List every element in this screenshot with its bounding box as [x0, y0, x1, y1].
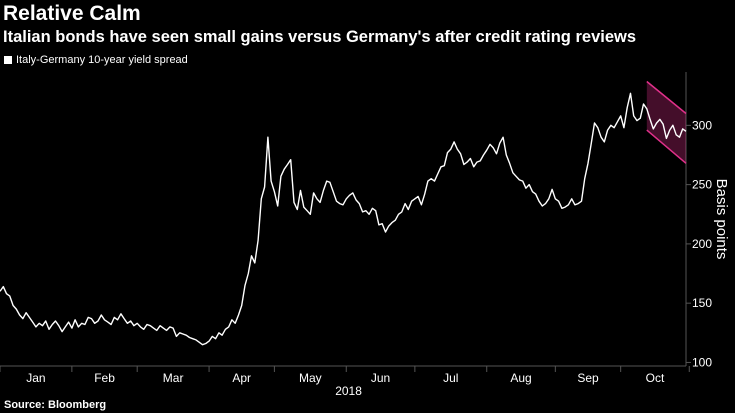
y-tick-label: 250 [692, 178, 712, 192]
trend-channel [646, 80, 687, 164]
x-tick-label: Mar [163, 371, 184, 385]
y-axis-title: Basis points [713, 179, 730, 260]
series-group [0, 92, 687, 346]
y-tick-label: 200 [692, 237, 712, 251]
x-tick-label: Feb [94, 371, 115, 385]
y-tick-label: 100 [692, 355, 712, 369]
legend-label: Italy-Germany 10-year yield spread [16, 54, 188, 66]
legend-swatch [4, 56, 12, 64]
tick-labels: 100 150 200 250 300 Jan Feb Mar Apr May Jun Jul Aug S… [26, 118, 730, 398]
x-tick-label: Jan [26, 371, 45, 385]
channel-upper-line [646, 80, 687, 115]
x-tick-label: Apr [232, 371, 251, 385]
chart-axes [0, 72, 691, 372]
y-tick-label: 150 [692, 296, 712, 310]
source-note: Source: Bloomberg [4, 399, 107, 411]
x-tick-label: Sep [577, 371, 599, 385]
x-tick-label: Oct [646, 371, 665, 385]
x-tick-label: Jul [443, 371, 458, 385]
x-axis-title: 2018 [335, 384, 362, 398]
x-tick-label: Aug [510, 371, 531, 385]
chart-title: Relative Calm [3, 2, 141, 25]
x-tick-label: May [299, 371, 322, 385]
channel-fill [646, 81, 686, 164]
chart-subtitle: Italian bonds have seen small gains vers… [3, 28, 637, 46]
channel-lower-line [646, 129, 687, 164]
series-line-spread [0, 92, 687, 346]
y-tick-label: 300 [692, 118, 712, 132]
x-tick-label: Jun [371, 371, 390, 385]
legend: Italy-Germany 10-year yield spread [4, 54, 188, 66]
